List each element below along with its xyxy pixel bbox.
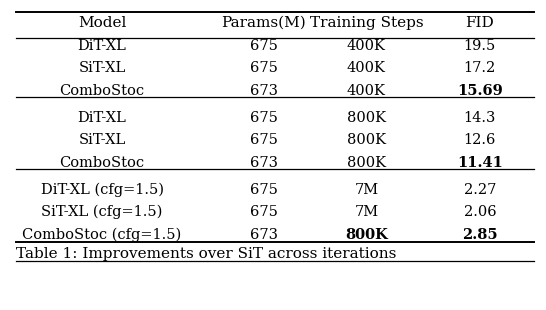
Text: 2.85: 2.85 [462,228,497,241]
Text: 675: 675 [250,111,278,125]
Text: 15.69: 15.69 [457,84,503,98]
Text: 400K: 400K [347,61,386,75]
Text: 2.27: 2.27 [464,183,496,197]
Text: Model: Model [78,16,126,30]
Text: 675: 675 [250,61,278,75]
Text: 7M: 7M [354,183,378,197]
Text: 800K: 800K [347,156,386,170]
Text: DiT-XL (cfg=1.5): DiT-XL (cfg=1.5) [40,183,163,197]
Text: DiT-XL: DiT-XL [78,39,127,53]
Text: Table 1: Improvements over SiT across iterations: Table 1: Improvements over SiT across it… [16,247,396,261]
Text: Params(M): Params(M) [222,16,306,30]
Text: SiT-XL (cfg=1.5): SiT-XL (cfg=1.5) [41,205,163,219]
Text: 7M: 7M [354,205,378,219]
Text: 800K: 800K [345,228,388,241]
Text: ComboStoc: ComboStoc [60,156,145,170]
Text: SiT-XL: SiT-XL [79,133,126,147]
Text: 400K: 400K [347,84,386,98]
Text: 800K: 800K [347,133,386,147]
Text: 14.3: 14.3 [464,111,496,125]
Text: DiT-XL: DiT-XL [78,111,127,125]
Text: 673: 673 [250,84,278,98]
Text: 2.06: 2.06 [464,205,496,219]
Text: 675: 675 [250,39,278,53]
Text: 673: 673 [250,228,278,241]
Text: 400K: 400K [347,39,386,53]
Text: 11.41: 11.41 [457,156,503,170]
Text: 673: 673 [250,156,278,170]
Text: SiT-XL: SiT-XL [79,61,126,75]
Text: 800K: 800K [347,111,386,125]
Text: 675: 675 [250,183,278,197]
Text: 17.2: 17.2 [464,61,496,75]
Text: 19.5: 19.5 [464,39,496,53]
Text: 675: 675 [250,133,278,147]
Text: ComboStoc (cfg=1.5): ComboStoc (cfg=1.5) [22,227,182,242]
Text: Training Steps: Training Steps [310,16,423,30]
Text: 675: 675 [250,205,278,219]
Text: ComboStoc: ComboStoc [60,84,145,98]
Text: 12.6: 12.6 [464,133,496,147]
Text: FID: FID [465,16,494,30]
